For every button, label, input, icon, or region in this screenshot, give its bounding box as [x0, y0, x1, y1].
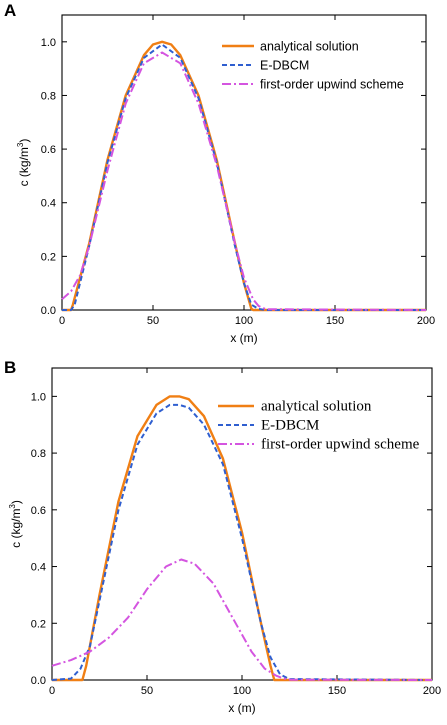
- y-tick-label: 0.2: [41, 251, 56, 263]
- legend-label-1: analytical solution: [261, 399, 372, 415]
- y-axis-title: c (kg/m3): [8, 500, 23, 548]
- y-tick-label: 0.6: [31, 505, 46, 517]
- legend-label-1: analytical solution: [260, 40, 359, 54]
- panel-label-b: B: [4, 358, 16, 377]
- plot-frame: [51, 367, 433, 681]
- chart-panel-a: A 0 50 100 150 200 0.0 0.2 0.4 0.6 0.8 1.0 x (m) c (k…: [4, 1, 435, 345]
- x-tick-label: 0: [59, 315, 65, 327]
- plot-frame: [61, 14, 427, 311]
- x-tick-label: 100: [233, 685, 251, 697]
- y-tick-label: 0.4: [31, 562, 46, 574]
- y-tick-label: 1.0: [41, 37, 56, 49]
- x-tick-label: 200: [423, 685, 441, 697]
- y-tick-label: 0.4: [41, 198, 56, 210]
- legend-label-2: E-DBCM: [260, 59, 309, 73]
- x-tick-label: 50: [141, 685, 153, 697]
- y-tick-label: 0.8: [41, 90, 56, 102]
- legend-label-2: E-DBCM: [261, 418, 319, 434]
- x-tick-label: 200: [417, 315, 435, 327]
- y-tick-label: 0.0: [41, 305, 56, 317]
- x-tick-label: 0: [49, 685, 55, 697]
- series-line-2: [51, 403, 433, 681]
- series-line-3: [51, 558, 433, 681]
- y-axis-title: c (kg/m3): [16, 139, 31, 187]
- x-tick-label: 150: [328, 685, 346, 697]
- y-tick-label: 0.2: [31, 618, 46, 630]
- y-tick-label: 0.0: [31, 675, 46, 687]
- y-tick-label: 0.8: [31, 448, 46, 460]
- y-tick-label: 0.6: [41, 144, 56, 156]
- legend-label-3: first-order upwind scheme: [260, 78, 404, 92]
- chart-panel-b: B 0 50 100 150 200 0.0 0.2 0.4 0.6 0.8 1.0 x (m) c (k…: [4, 358, 441, 715]
- x-tick-label: 100: [235, 315, 253, 327]
- x-axis-title: x (m): [228, 701, 255, 715]
- panel-label-a: A: [4, 1, 16, 20]
- x-axis-title: x (m): [230, 331, 257, 345]
- x-tick-label: 50: [147, 315, 159, 327]
- x-tick-label: 150: [326, 315, 344, 327]
- series-line-2: [62, 43, 426, 311]
- legend-label-3: first-order upwind scheme: [261, 437, 420, 453]
- series-line-3: [61, 51, 427, 311]
- y-tick-label: 1.0: [31, 391, 46, 403]
